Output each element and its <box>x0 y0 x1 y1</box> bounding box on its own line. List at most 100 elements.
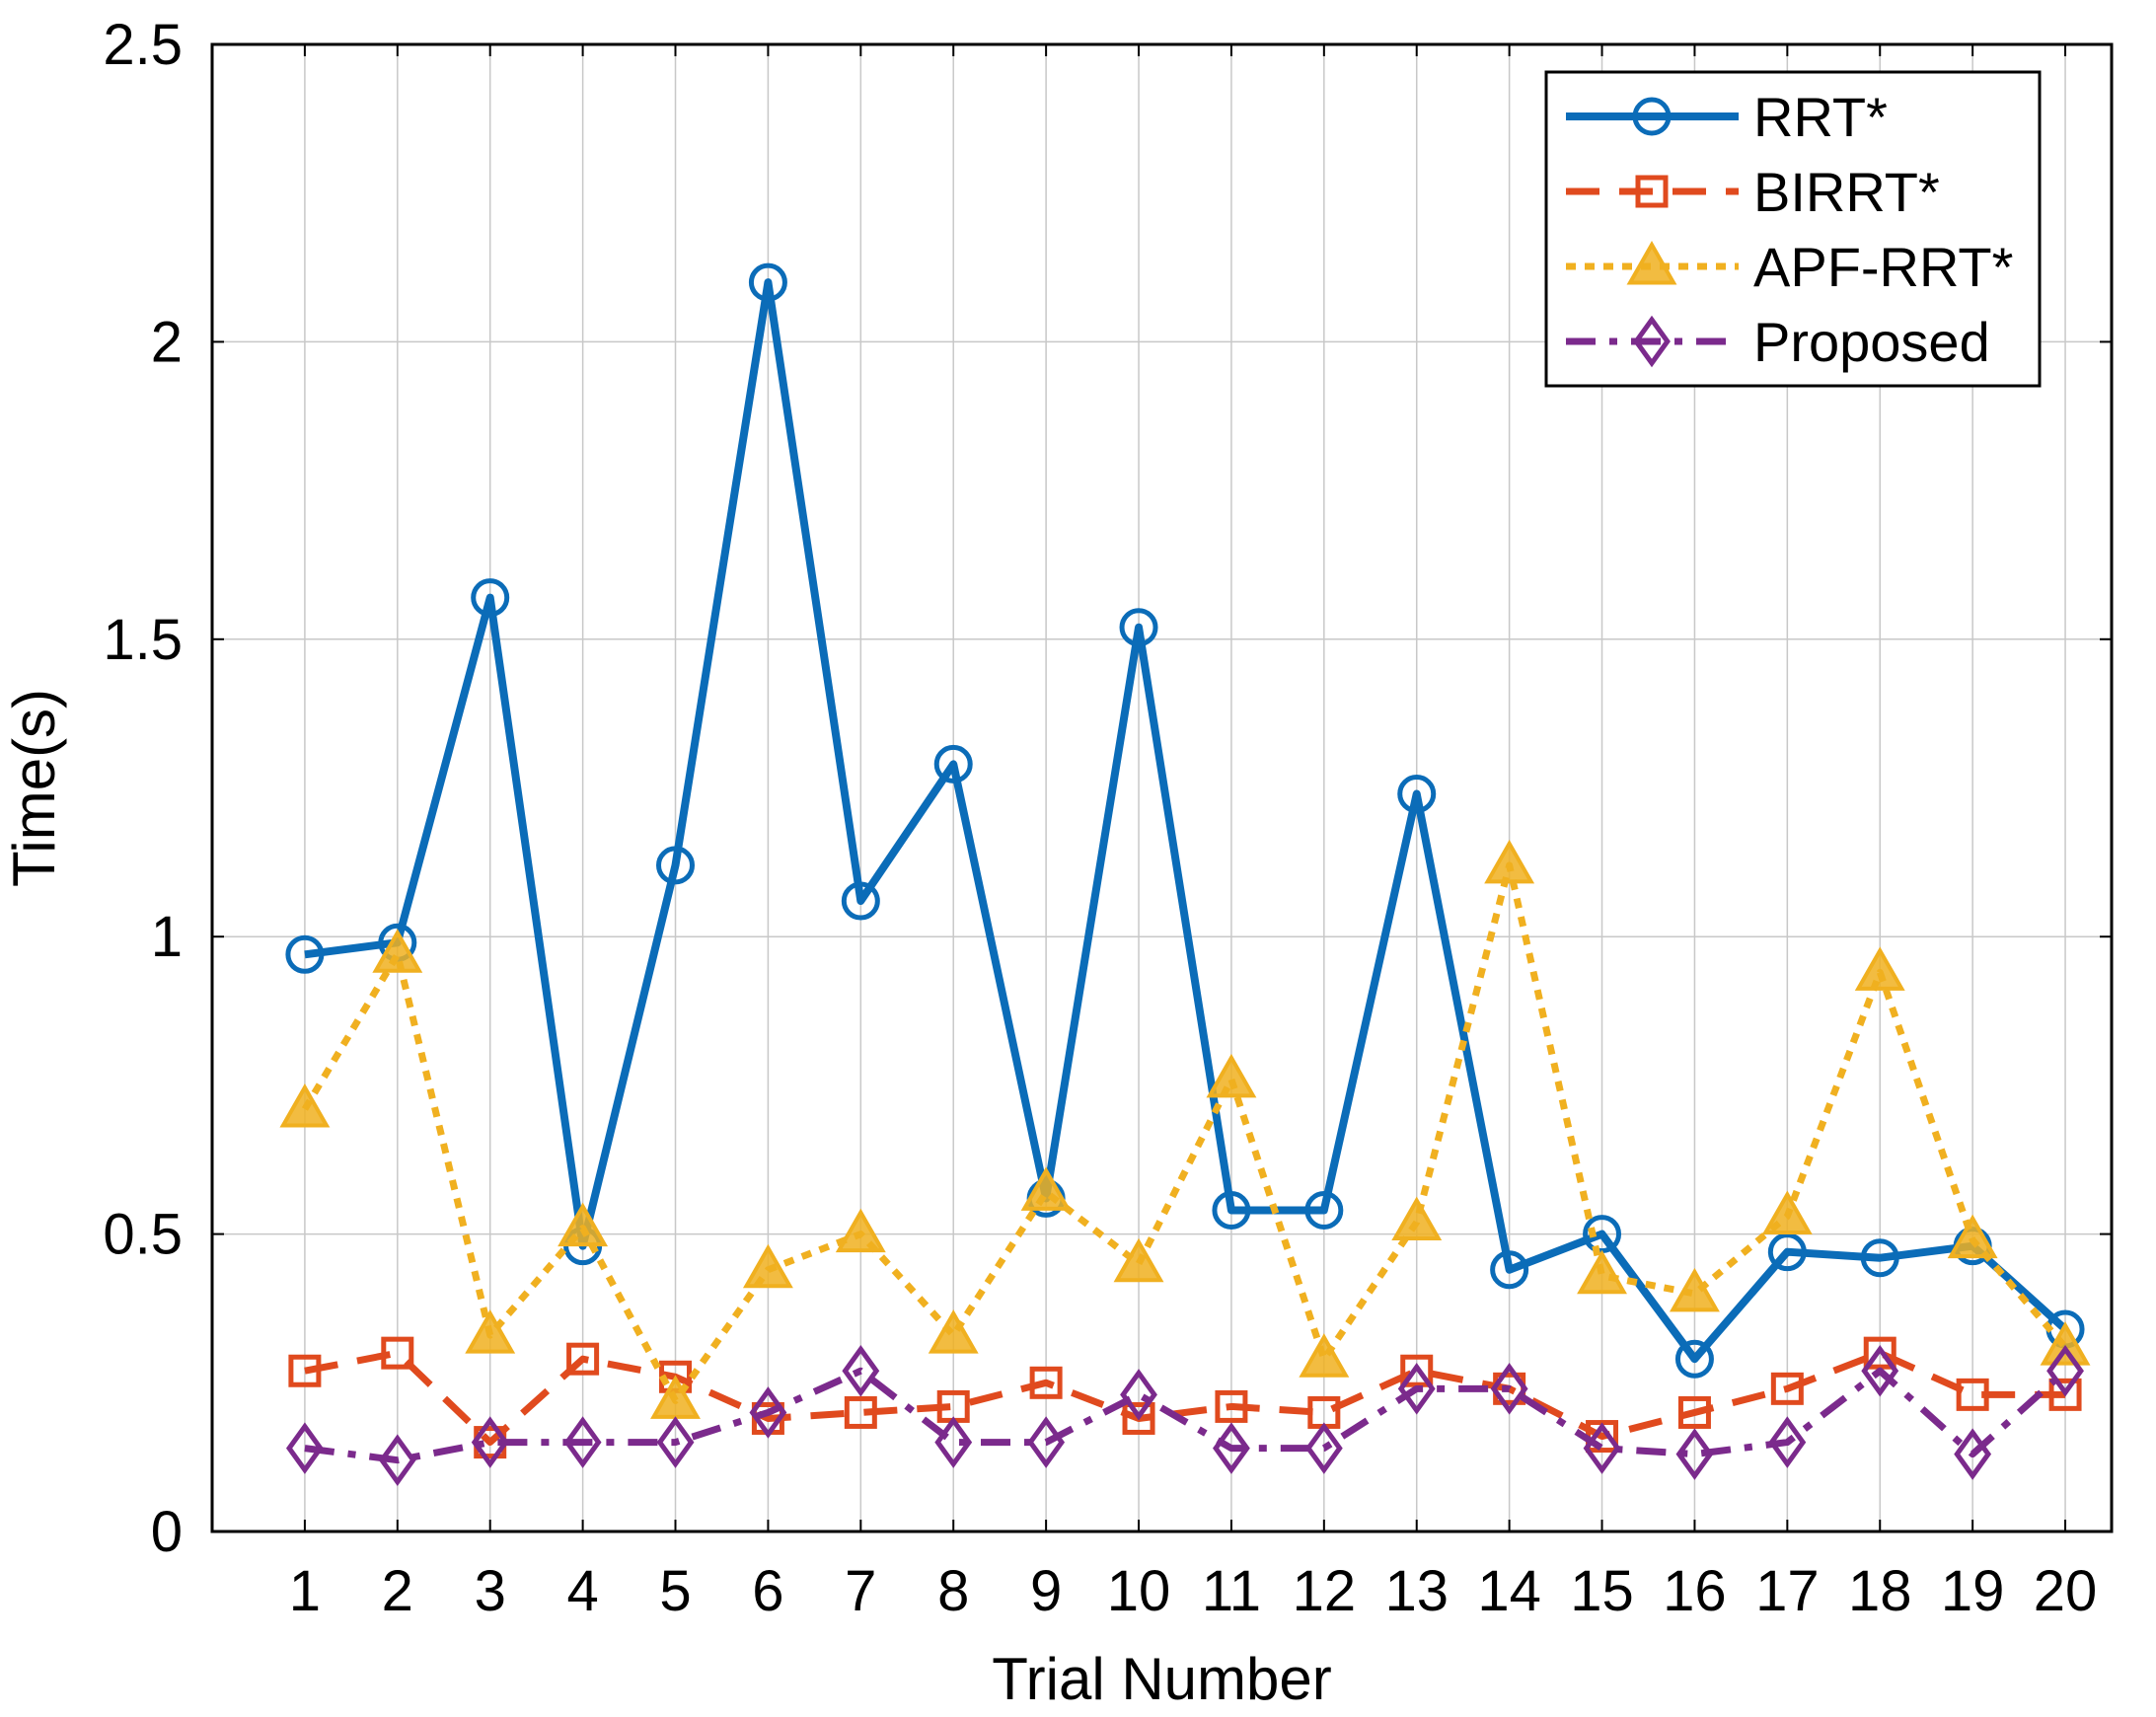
legend-box <box>1544 70 2042 388</box>
data-point-proposed <box>471 1416 509 1468</box>
y-tick-label: 1 <box>151 905 183 969</box>
data-point-proposed <box>1213 1422 1250 1474</box>
data-point-apf-rrt <box>279 1082 331 1128</box>
x-tick-label: 10 <box>1107 1559 1171 1623</box>
y-tick-label: 0 <box>151 1500 183 1564</box>
legend-label-proposed: Proposed <box>1753 311 1990 373</box>
series-layer <box>279 262 2091 1486</box>
series-proposed <box>285 1344 2084 1486</box>
series-rrt <box>285 262 2085 1379</box>
data-point-birrt <box>1956 1378 1989 1411</box>
data-point-birrt <box>1677 1395 1711 1429</box>
data-point-proposed <box>1120 1369 1157 1421</box>
data-point-proposed <box>1304 1422 1343 1474</box>
x-tick-label: 8 <box>937 1559 969 1623</box>
data-point-rrt <box>1397 775 1437 814</box>
x-tick-label: 12 <box>1293 1559 1357 1623</box>
series-line-birrt <box>304 1349 2066 1447</box>
data-point-apf-rrt <box>928 1309 979 1354</box>
y-tick-label: 0.5 <box>103 1203 183 1267</box>
data-point-proposed <box>1768 1416 1807 1468</box>
data-point-proposed <box>378 1434 416 1486</box>
data-point-apf-rrt <box>558 1202 609 1247</box>
data-point-rrt <box>1212 1190 1251 1230</box>
data-point-apf-rrt <box>835 1208 886 1253</box>
x-tick-label: 4 <box>566 1559 598 1623</box>
data-point-proposed <box>1027 1416 1066 1468</box>
data-point-proposed <box>749 1386 787 1439</box>
data-point-apf-rrt <box>372 929 423 973</box>
y-tick-label: 2 <box>151 310 183 374</box>
data-point-birrt <box>1029 1366 1063 1399</box>
x-tick-label: 17 <box>1755 1559 1820 1623</box>
x-axis-title: Trial Number <box>992 1646 1332 1712</box>
data-point-rrt <box>1304 1190 1344 1230</box>
data-point-proposed <box>2046 1344 2084 1397</box>
data-point-proposed <box>563 1416 602 1468</box>
x-tick-label: 2 <box>382 1559 413 1623</box>
data-point-birrt <box>566 1342 600 1376</box>
series-line-rrt <box>304 278 2068 1364</box>
data-point-apf-rrt <box>1113 1237 1164 1283</box>
data-point-birrt <box>1122 1401 1155 1435</box>
x-tick-label: 3 <box>475 1559 506 1623</box>
data-point-proposed <box>1490 1363 1528 1415</box>
legend-label-rrt: RRT* <box>1753 86 1888 148</box>
data-point-apf-rrt <box>1669 1267 1720 1312</box>
legend-item-proposed: Proposed <box>1566 311 1990 373</box>
data-point-rrt <box>1674 1339 1714 1379</box>
legend: RRT* BIRRT* APF-RRT* Proposed <box>1544 70 2042 388</box>
legend-label-apf-rrt: APF-RRT* <box>1753 236 2013 298</box>
x-tick-label: 20 <box>2034 1559 2098 1623</box>
legend-item-rrt: RRT* <box>1566 86 1888 148</box>
data-point-rrt <box>1119 608 1158 647</box>
data-point-apf-rrt <box>2040 1321 2091 1366</box>
legend-marker-apf-rrt <box>1626 240 1677 285</box>
x-tick-label: 15 <box>1570 1559 1634 1623</box>
data-point-rrt <box>841 881 880 921</box>
data-point-apf-rrt <box>1484 839 1535 884</box>
x-tick-label: 14 <box>1477 1559 1541 1623</box>
data-point-apf-rrt <box>1299 1333 1350 1378</box>
data-point-apf-rrt <box>1206 1053 1257 1098</box>
legend-marker-proposed <box>1633 315 1671 368</box>
data-point-rrt <box>748 262 787 302</box>
data-point-proposed <box>1954 1428 1992 1480</box>
y-axis-title: Time(s) <box>1 689 67 887</box>
data-point-birrt <box>288 1354 322 1387</box>
legend-item-apf-rrt: APF-RRT* <box>1566 236 2013 298</box>
data-point-birrt <box>1770 1372 1804 1405</box>
data-point-proposed <box>1675 1428 1714 1480</box>
x-tick-label: 18 <box>1848 1559 1912 1623</box>
data-point-apf-rrt <box>1577 1249 1627 1295</box>
data-point-apf-rrt <box>1391 1196 1443 1241</box>
x-tick-label: 13 <box>1384 1559 1449 1623</box>
legend-item-birrt: BIRRT* <box>1566 161 1940 223</box>
data-point-proposed <box>1861 1344 1899 1397</box>
data-point-proposed <box>1397 1363 1436 1415</box>
data-point-birrt <box>381 1336 414 1370</box>
x-tick-label: 5 <box>659 1559 691 1623</box>
data-point-apf-rrt <box>465 1309 516 1354</box>
legend-label-birrt: BIRRT* <box>1753 161 1940 223</box>
data-point-birrt <box>1215 1389 1248 1423</box>
data-point-apf-rrt <box>1947 1214 1998 1259</box>
x-tick-label: 1 <box>289 1559 321 1623</box>
data-point-proposed <box>656 1416 695 1468</box>
legend-marker-birrt <box>1635 175 1669 208</box>
x-tick-label: 7 <box>845 1559 876 1623</box>
y-tick-label: 1.5 <box>103 608 183 672</box>
data-point-rrt <box>656 846 696 885</box>
data-point-rrt <box>933 744 973 784</box>
data-point-rrt <box>1767 1232 1807 1272</box>
data-point-proposed <box>285 1422 324 1474</box>
x-tick-label: 9 <box>1030 1559 1062 1623</box>
data-point-proposed <box>842 1344 880 1397</box>
x-tick-label: 16 <box>1663 1559 1727 1623</box>
x-tick-label: 6 <box>752 1559 783 1623</box>
data-point-birrt <box>844 1395 877 1429</box>
data-point-apf-rrt <box>1020 1166 1072 1211</box>
x-tick-label: 11 <box>1202 1559 1261 1623</box>
data-point-proposed <box>934 1416 973 1468</box>
